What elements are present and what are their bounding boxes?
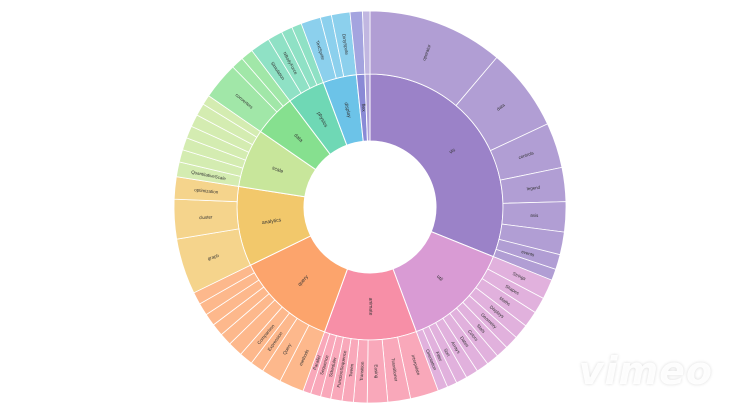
arc-label-data: data bbox=[293, 133, 304, 144]
arc-label-easing: Easing bbox=[374, 364, 380, 378]
arc-label-legend: legend bbox=[526, 185, 540, 192]
arc-label-parallel: Parallel bbox=[312, 355, 322, 371]
arc-label-methods: methods bbox=[298, 348, 310, 367]
arc-label-util: util bbox=[435, 274, 444, 283]
arc-label-dirtysprite: DirtySprite bbox=[341, 34, 349, 56]
arc-label-flex: flex bbox=[360, 104, 367, 113]
arc-label-cluster: cluster bbox=[199, 214, 213, 220]
arc-label-maths: Maths bbox=[498, 296, 512, 308]
arc-label-operator: operator bbox=[421, 43, 432, 61]
arc-label-display: display bbox=[343, 102, 353, 119]
arc-label-transition: Transition bbox=[359, 361, 365, 381]
arc-label-quantitativescale: QuantitativeScale bbox=[191, 169, 227, 181]
arc-label-analytics: analytics bbox=[262, 217, 283, 226]
arc-label-tween: Tween bbox=[348, 363, 355, 377]
arc-label-query: Query bbox=[282, 342, 293, 356]
arc-label-vis: vis bbox=[448, 147, 457, 156]
vimeo-watermark: vimeo bbox=[578, 349, 713, 393]
arc-label-interpolate: interpolate bbox=[410, 354, 421, 376]
arc-label-scheduler: Scheduler bbox=[328, 356, 338, 377]
arc-label-strings: Strings bbox=[512, 271, 527, 282]
arc-group-10-group-10-0[interactable] bbox=[362, 10, 371, 75]
arc-label-sort: Sort bbox=[443, 348, 452, 358]
arc-label-scale: scale bbox=[271, 165, 284, 175]
arc-label-events: events bbox=[521, 249, 536, 258]
arc-label-arrays: Arrays bbox=[450, 341, 461, 355]
arc-label-optimization: optimization bbox=[194, 187, 219, 194]
arc-label-controls: controls bbox=[518, 150, 535, 160]
arc-label-dates: Dates bbox=[459, 335, 470, 348]
arc-label-sequence: Sequence bbox=[319, 354, 330, 375]
arc-label-data: data bbox=[496, 102, 506, 112]
arc-label-textsprite: TextSprite bbox=[315, 40, 326, 61]
arc-label-functionsequence: FunctionSequence bbox=[336, 350, 347, 388]
arc-label-graph: graph bbox=[207, 253, 220, 261]
arc-label-transitioner: Transitioner bbox=[390, 358, 399, 383]
arc-label-animate: animate bbox=[367, 298, 373, 316]
arc-label-stats: Stats bbox=[476, 323, 487, 334]
arc-label-filter: Filter bbox=[435, 351, 444, 363]
arc-label-axis: axis bbox=[530, 213, 539, 218]
